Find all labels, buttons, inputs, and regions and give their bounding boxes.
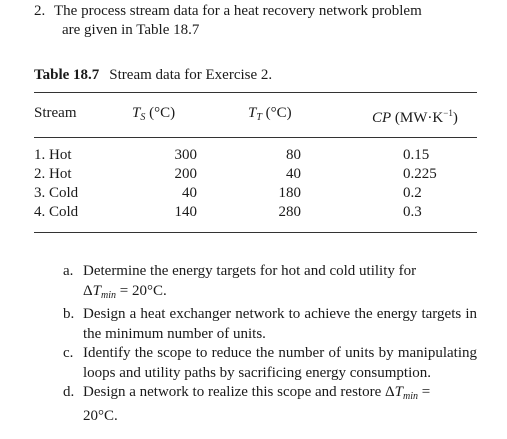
cp-unit-exponent: −1 [443,108,453,118]
question-letter: c. [63,345,74,361]
question-text: Design a network to realize this scope a… [83,383,477,426]
t-symbol: T [92,282,101,299]
delta-symbol: Δ [83,282,93,299]
cp-symbol: CP [372,110,392,126]
table-caption: Table 18.7 Stream data for Exercise 2. [34,66,272,85]
tt-unit: (°C) [261,105,292,121]
table-row-tt: 180 [278,185,302,201]
table-row-tt: 280 [278,204,302,220]
table-row-ts: 200 [174,166,198,182]
tt-symbol: T [248,105,257,121]
cp-unit-prefix: (MW·K [391,110,444,126]
intro-text-2: are given in Table 18.7 [62,22,200,38]
question-c: c. Identify the scope to reduce the numb… [63,344,477,383]
table-row-stream: 3. Cold [34,185,79,201]
question-text: Design a heat exchanger network to achie… [83,306,477,342]
problem-number: 2. [34,3,46,19]
table-row-cp: 0.225 [403,166,437,182]
table-row-stream: 4. Cold [34,204,79,220]
table-label: Table 18.7 [34,67,100,83]
ts-subscript: S [140,112,146,123]
question-d-text: Design a network to realize this scope a… [83,384,382,400]
equals-sign: = [417,384,431,400]
delta-t-min-expression: ΔTmin = 20°C. [83,282,477,306]
table-header-rule [34,137,477,138]
tt-subscript: T [256,112,262,123]
question-letter: a. [63,263,74,279]
delta-symbol: Δ [381,384,395,400]
table-row-ts: 300 [174,147,198,163]
table-row-stream: 2. Hot [34,166,72,182]
question-b: b. Design a heat exchanger network to ac… [63,305,477,344]
intro-text-1: The process stream data for a heat recov… [54,3,422,19]
delta-value: 20°C. [83,407,118,424]
table-row-cp: 0.2 [403,185,422,201]
table-row-tt: 40 [286,166,301,182]
table-bottom-rule [34,232,477,233]
header-stream: Stream [34,105,77,121]
table-row-cp: 0.3 [403,204,422,220]
header-target-temperature: TT (°C) [248,104,292,127]
table-row-stream: 1. Hot [34,147,72,163]
table-row-ts: 40 [182,185,197,201]
min-subscript: min [402,391,418,402]
question-a-text: Determine the energy targets for hot and… [83,263,417,279]
question-letter: d. [63,384,75,400]
ts-unit: (°C) [145,105,176,121]
table-top-rule [34,92,477,93]
table-row-tt: 80 [286,147,301,163]
table-row-ts: 140 [174,204,198,220]
delta-value: = 20°C. [116,282,167,299]
cp-unit-suffix: ) [452,110,458,126]
question-text: Identify the scope to reduce the number … [83,345,477,381]
question-d: d. Design a network to realize this scop… [63,383,477,426]
header-heat-capacity: CP (MW·K−1) [372,104,458,128]
problem-intro: 2. The process stream data for a heat rec… [34,2,484,40]
table-row-cp: 0.15 [403,147,430,163]
header-supply-temperature: TS (°C) [132,104,175,127]
t-symbol: T [394,384,403,400]
intro-line-1: 2. The process stream data for a heat rec… [34,2,484,21]
question-a: a. Determine the energy targets for hot … [63,262,477,305]
question-letter: b. [63,306,75,322]
question-list: a. Determine the energy targets for hot … [63,262,477,426]
table-caption-text: Stream data for Exercise 2. [109,67,273,83]
min-subscript: min [101,289,116,301]
question-text: Determine the energy targets for hot and… [83,262,477,305]
ts-symbol: T [132,105,141,121]
